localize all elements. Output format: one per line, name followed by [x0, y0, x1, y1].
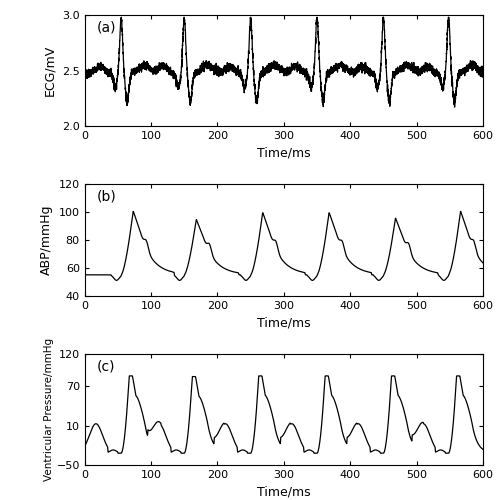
Y-axis label: Ventricular Pressure/mmHg: Ventricular Pressure/mmHg: [44, 338, 54, 481]
X-axis label: Time/ms: Time/ms: [257, 486, 311, 498]
Y-axis label: ECG/mV: ECG/mV: [43, 45, 56, 96]
X-axis label: Time/ms: Time/ms: [257, 147, 311, 160]
Text: (b): (b): [97, 190, 117, 204]
Text: (a): (a): [97, 20, 116, 34]
Y-axis label: ABP/mmHg: ABP/mmHg: [40, 205, 53, 275]
X-axis label: Time/ms: Time/ms: [257, 316, 311, 329]
Text: (c): (c): [97, 359, 115, 373]
